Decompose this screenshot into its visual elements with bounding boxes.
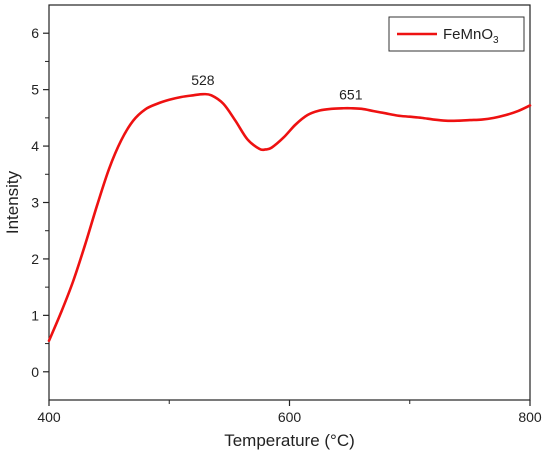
peak-label-651: 651 [339, 86, 363, 102]
y-tick-label-4: 4 [31, 138, 39, 154]
axis-tick-labels: 400 600 800 0 1 2 3 4 5 6 [31, 25, 542, 425]
x-tick-label-400: 400 [37, 409, 61, 425]
axis-ticks [43, 32, 531, 406]
peak-annotations: 528 651 [191, 72, 362, 102]
legend-label-base: FeMnO [443, 26, 493, 43]
series-line-femno3 [47, 92, 532, 343]
y-tick-label-0: 0 [31, 364, 39, 380]
plot-frame [48, 4, 531, 401]
y-axis-title: Intensity [3, 170, 22, 234]
legend-label-subscript: 3 [493, 35, 499, 46]
y-tick-label-2: 2 [31, 251, 39, 267]
y-tick-label-1: 1 [31, 307, 39, 323]
legend-label: FeMnO3 [443, 26, 499, 46]
x-axis-title: Temperature (°C) [224, 431, 355, 450]
legend: FeMnO3 [388, 16, 525, 52]
y-tick-label-3: 3 [31, 195, 39, 211]
x-tick-label-800: 800 [518, 409, 542, 425]
peak-label-528: 528 [191, 72, 215, 88]
y-tick-label-6: 6 [31, 25, 39, 41]
y-tick-label-5: 5 [31, 82, 39, 98]
x-tick-label-600: 600 [278, 409, 302, 425]
